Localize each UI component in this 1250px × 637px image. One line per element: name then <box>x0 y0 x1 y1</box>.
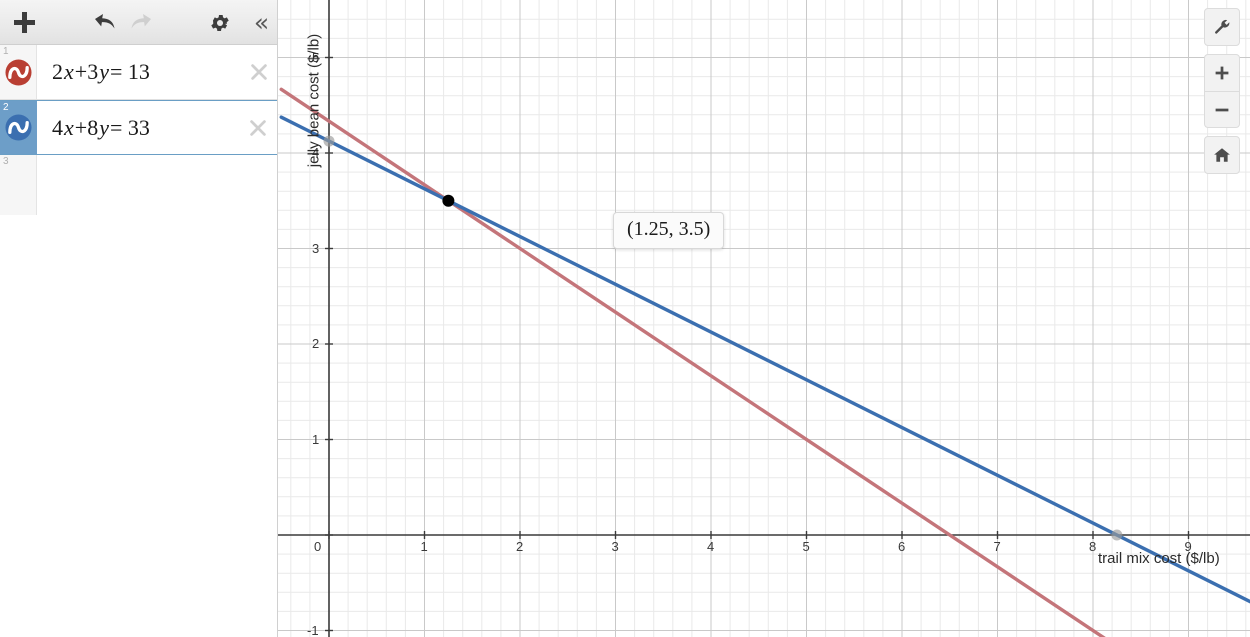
graph-settings-group <box>1204 8 1240 46</box>
expression-token: 2 <box>52 59 63 84</box>
wrench-icon <box>1215 19 1230 34</box>
intersection-point[interactable] <box>442 194 455 207</box>
sine-wave-icon[interactable] <box>4 114 32 141</box>
expression-token: + <box>74 59 88 84</box>
home-group <box>1204 136 1240 174</box>
y-tick-label: 2 <box>312 336 320 351</box>
wrench-button[interactable] <box>1205 9 1239 45</box>
point-coordinate-tooltip: (1.25, 3.5) <box>613 212 725 249</box>
x-axis-title: trail mix cost ($/lb) <box>1098 550 1220 567</box>
expression-token: x <box>64 59 74 84</box>
chevron-double-left-icon: « <box>253 8 269 37</box>
x-tick-label: 1 <box>420 539 428 554</box>
expression-token: 8 <box>87 114 99 140</box>
undo-icon <box>95 13 115 28</box>
row-number: 2 <box>3 102 9 113</box>
graph-controls <box>1204 8 1240 182</box>
expression-token: x <box>64 114 74 140</box>
x-tick-label: 7 <box>993 539 1001 554</box>
series-line[interactable] <box>279 115 1250 604</box>
zoom-out-button[interactable] <box>1205 91 1239 127</box>
y-tick-label: -1 <box>307 622 319 637</box>
tick-marks <box>325 56 1190 632</box>
x-tick-label: 8 <box>1089 539 1097 554</box>
expression-token: + <box>74 114 88 140</box>
x-tick-label: 6 <box>898 539 906 554</box>
x-tick-label: 3 <box>611 539 619 554</box>
sine-wave-icon[interactable] <box>4 58 32 86</box>
graph-svg <box>278 0 1250 637</box>
x-tick-label: 9 <box>1184 539 1192 554</box>
zoom-out-icon <box>1215 108 1229 111</box>
x-intercept-handle[interactable] <box>1111 529 1123 541</box>
x-tick-label: 0 <box>314 539 322 554</box>
expression-token: = 13 <box>109 59 150 84</box>
delete-expression-icon[interactable] <box>248 61 270 83</box>
y-intercept-handle[interactable] <box>323 135 335 147</box>
plus-icon <box>13 12 35 33</box>
row-number: 1 <box>3 46 9 57</box>
expression-token: = 33 <box>109 114 150 140</box>
redo-button[interactable] <box>120 0 166 45</box>
x-tick-label: 5 <box>802 539 810 554</box>
y-axis-title-wrap: jelly bean cost ($/lb) <box>284 0 323 200</box>
redo-icon <box>131 13 151 28</box>
expression-token: 4 <box>52 114 63 140</box>
x-tick-label: 2 <box>516 539 524 554</box>
row-gutter: 3 <box>0 155 37 215</box>
undo-button[interactable] <box>80 0 126 45</box>
expression-token: y <box>99 59 109 84</box>
y-tick-label: 4 <box>312 145 320 160</box>
row-number: 3 <box>3 156 9 167</box>
zoom-in-button[interactable] <box>1205 55 1239 91</box>
x-tick-label: 4 <box>707 539 715 554</box>
y-axis-title: jelly bean cost ($/lb) <box>305 33 323 168</box>
expression-toolbar: « <box>0 0 277 45</box>
panel-blank-area <box>0 215 277 565</box>
row-gutter: 2 <box>0 101 37 154</box>
gear-icon <box>211 14 229 31</box>
y-tick-label: 1 <box>312 431 320 447</box>
y-tick-label: 3 <box>312 240 320 256</box>
zoom-in-icon <box>1215 66 1229 80</box>
expression-token: y <box>99 114 109 140</box>
row-gutter: 1 <box>0 45 37 99</box>
home-button[interactable] <box>1205 137 1239 173</box>
expression-row-empty[interactable]: 3 <box>0 155 277 215</box>
zoom-group <box>1204 54 1240 128</box>
y-tick-label: 5 <box>312 49 320 65</box>
graph-canvas[interactable]: 0 1 2 3 4 5 6 7 8 9 -1 1 2 3 4 5 jelly bean cost ($/lb)… <box>278 0 1250 637</box>
settings-gear-button[interactable] <box>198 0 242 45</box>
add-expression-button[interactable] <box>2 0 46 45</box>
delete-expression-icon[interactable] <box>247 117 269 139</box>
expression-token: 3 <box>87 59 99 84</box>
axes <box>278 0 1250 637</box>
home-icon <box>1214 148 1230 162</box>
collapse-panel-button[interactable]: « <box>236 0 277 45</box>
